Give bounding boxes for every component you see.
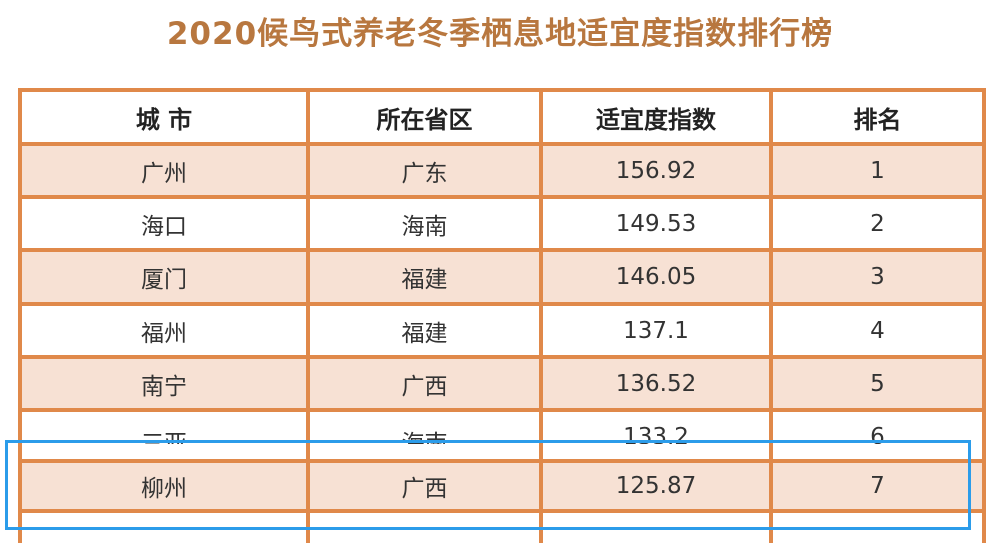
ranking-table: 城 市 所在省区 适宜度指数 排名 广州 广东 156.92 1 海口 海南 1… bbox=[18, 88, 986, 543]
cell-province: 广东 bbox=[310, 146, 543, 195]
cell-rank: 3 bbox=[870, 264, 885, 290]
header-city: 城 市 bbox=[22, 92, 310, 142]
page-title: 2020候鸟式养老冬季栖息地适宜度指数排行榜 bbox=[166, 16, 834, 52]
table-row: 广州 广东 156.92 1 bbox=[22, 146, 982, 199]
table-row: 海口 海南 149.53 2 bbox=[22, 199, 982, 252]
row-next-partial bbox=[22, 513, 982, 543]
header-index: 适宜度指数 bbox=[543, 92, 773, 142]
cell-province: 海南 bbox=[310, 199, 543, 248]
cell-index: 133.2 bbox=[543, 412, 773, 444]
cell-city: 海口 bbox=[22, 199, 310, 248]
cell-city: 厦门 bbox=[22, 252, 310, 302]
cell-city: 福州 bbox=[22, 306, 310, 355]
cell-province: 福建 bbox=[310, 306, 543, 355]
cell-index: 125.87 bbox=[543, 463, 773, 509]
table-row: 福州 福建 137.1 4 bbox=[22, 306, 982, 359]
cell-rank: 1 bbox=[870, 157, 885, 184]
header-rank: 排名 bbox=[853, 105, 902, 134]
cell-rank: 6 bbox=[870, 424, 885, 444]
cell-rank: 5 bbox=[870, 370, 885, 397]
table-row: 厦门 福建 146.05 3 bbox=[22, 252, 982, 306]
cell-index: 146.05 bbox=[543, 252, 773, 302]
cell-rank: 7 bbox=[870, 473, 885, 499]
cell-index: 137.1 bbox=[543, 306, 773, 355]
cell-city: 广州 bbox=[22, 146, 310, 195]
table-row-clipped: 三亚 海南 133.2 6 bbox=[22, 412, 982, 444]
table-row: 南宁 广西 136.52 5 bbox=[22, 359, 982, 412]
table-header-row: 城 市 所在省区 适宜度指数 排名 bbox=[22, 92, 982, 146]
cell-province: 广西 bbox=[310, 463, 543, 509]
row-gap bbox=[22, 444, 982, 463]
cell-city: 柳州 bbox=[22, 463, 310, 509]
cell-province: 福建 bbox=[310, 252, 543, 302]
cell-province: 海南 bbox=[310, 412, 543, 444]
table-row-highlighted: 柳州 广西 125.87 7 bbox=[22, 463, 982, 513]
cell-province: 广西 bbox=[310, 359, 543, 408]
cell-city: 南宁 bbox=[22, 359, 310, 408]
cell-city: 三亚 bbox=[22, 412, 310, 444]
cell-index: 156.92 bbox=[543, 146, 773, 195]
cell-index: 136.52 bbox=[543, 359, 773, 408]
cell-index: 149.53 bbox=[543, 199, 773, 248]
header-province: 所在省区 bbox=[310, 92, 543, 142]
cell-rank: 2 bbox=[870, 210, 885, 237]
cell-rank: 4 bbox=[870, 317, 885, 344]
